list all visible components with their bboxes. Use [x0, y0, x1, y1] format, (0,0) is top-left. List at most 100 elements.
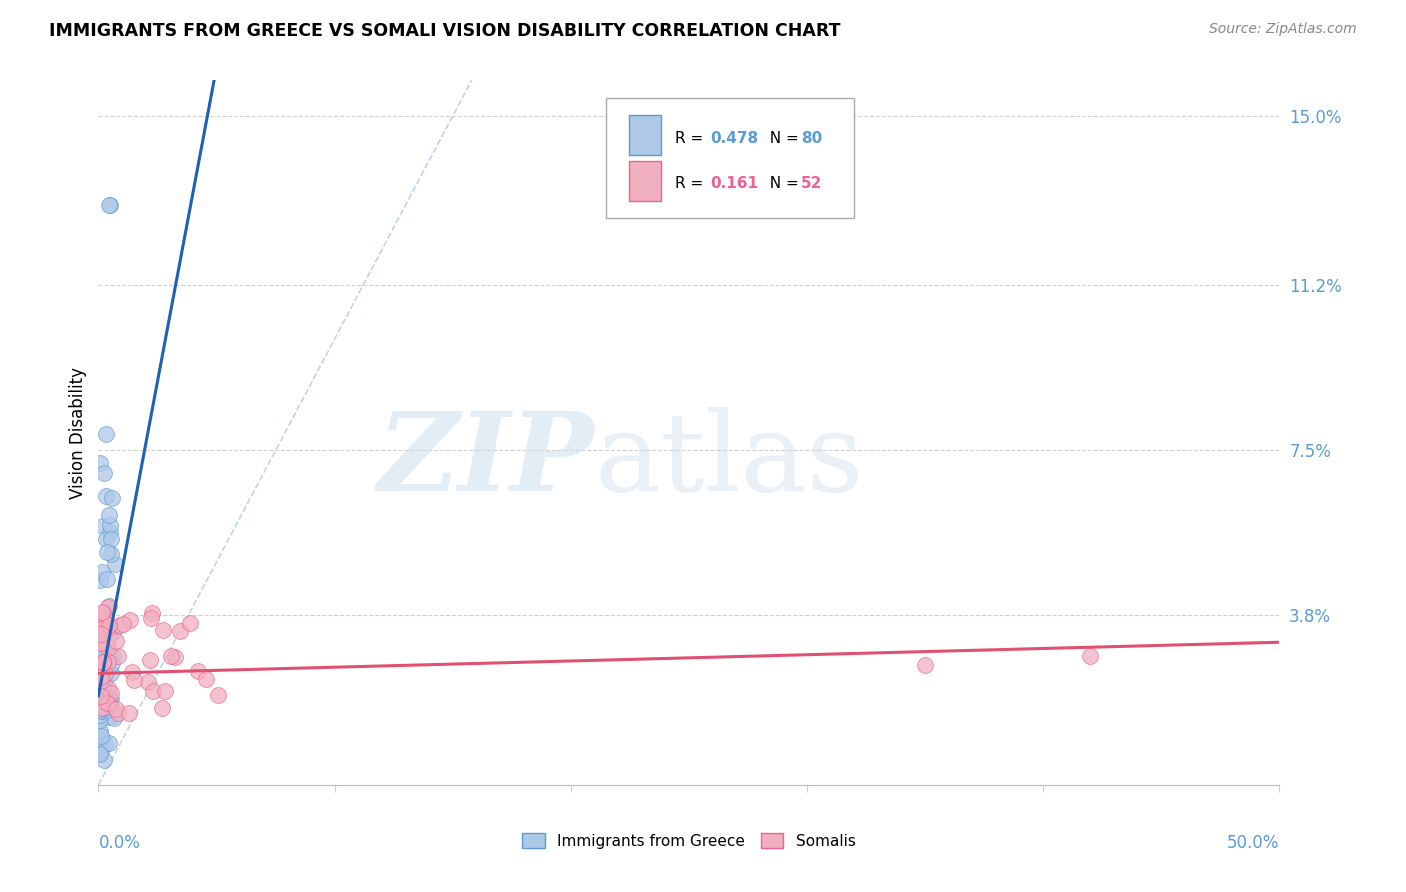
Point — [90, 636, 112, 650]
Point — [89, 629, 111, 643]
Point — [97, 508, 120, 523]
Point — [98, 524, 121, 539]
Point — [101, 656, 124, 670]
Point — [90, 689, 112, 703]
Point — [195, 673, 218, 687]
Point — [91, 518, 114, 533]
Point — [152, 623, 174, 637]
Point — [179, 616, 201, 631]
Point — [103, 711, 125, 725]
Point — [91, 663, 114, 677]
Point — [1080, 648, 1102, 663]
FancyBboxPatch shape — [628, 161, 661, 201]
Point — [160, 648, 183, 663]
Point — [91, 679, 114, 693]
Point — [100, 694, 122, 708]
Point — [141, 606, 163, 620]
Point — [108, 618, 131, 632]
Point — [89, 674, 111, 689]
Point — [93, 754, 115, 768]
Point — [93, 701, 115, 715]
Point — [97, 618, 120, 632]
Point — [107, 706, 129, 720]
Text: N =: N = — [759, 131, 803, 146]
Point — [89, 617, 111, 632]
Text: ZIP: ZIP — [378, 407, 595, 515]
Point — [91, 607, 114, 621]
Point — [89, 456, 111, 470]
Point — [90, 635, 112, 649]
Point — [98, 737, 121, 751]
Point — [94, 427, 117, 442]
Text: 50.0%: 50.0% — [1227, 834, 1279, 852]
Point — [89, 713, 111, 727]
Point — [122, 673, 145, 687]
Text: R =: R = — [675, 177, 713, 192]
Text: R =: R = — [675, 131, 707, 146]
Point — [91, 566, 114, 580]
Point — [101, 491, 124, 506]
Point — [89, 574, 111, 588]
Point — [90, 657, 112, 671]
Point — [98, 198, 121, 212]
Point — [89, 665, 111, 680]
Point — [89, 731, 111, 746]
Point — [97, 655, 120, 669]
Point — [94, 489, 117, 503]
Point — [91, 655, 114, 669]
Point — [90, 627, 112, 641]
Point — [187, 664, 209, 678]
Point — [100, 686, 122, 700]
Text: N =: N = — [759, 177, 803, 192]
Point — [105, 702, 128, 716]
Point — [98, 645, 121, 659]
Point — [90, 729, 112, 743]
Point — [98, 517, 121, 532]
Point — [89, 657, 111, 672]
Point — [90, 687, 112, 701]
Point — [94, 533, 117, 547]
Point — [89, 695, 111, 709]
Point — [94, 703, 117, 717]
Point — [97, 641, 120, 656]
Point — [94, 666, 117, 681]
Point — [90, 682, 112, 697]
Point — [89, 746, 111, 760]
Point — [100, 547, 122, 561]
Point — [91, 656, 114, 670]
Point — [89, 708, 111, 723]
Point — [139, 652, 162, 666]
Point — [93, 467, 115, 481]
Point — [98, 630, 121, 644]
Y-axis label: Vision Disability: Vision Disability — [69, 367, 87, 499]
Point — [97, 681, 120, 695]
Point — [141, 611, 163, 625]
Point — [90, 611, 112, 625]
Text: 0.161: 0.161 — [710, 177, 758, 192]
Point — [98, 696, 121, 710]
Point — [91, 673, 114, 688]
Point — [100, 532, 122, 546]
Point — [93, 675, 115, 690]
Point — [91, 704, 114, 718]
Point — [96, 656, 118, 670]
Point — [90, 642, 112, 657]
Text: 80: 80 — [801, 131, 823, 146]
Point — [89, 703, 111, 717]
Point — [90, 701, 112, 715]
Point — [89, 681, 111, 696]
Point — [118, 706, 141, 720]
Point — [90, 743, 112, 757]
Point — [97, 710, 120, 724]
Point — [100, 700, 122, 714]
Point — [100, 692, 122, 706]
Point — [107, 648, 129, 663]
Point — [207, 688, 229, 702]
Point — [97, 599, 120, 614]
Text: atlas: atlas — [595, 408, 865, 515]
Point — [91, 633, 114, 648]
Point — [98, 696, 121, 710]
Point — [91, 605, 114, 619]
Point — [89, 652, 111, 666]
Point — [89, 747, 111, 762]
